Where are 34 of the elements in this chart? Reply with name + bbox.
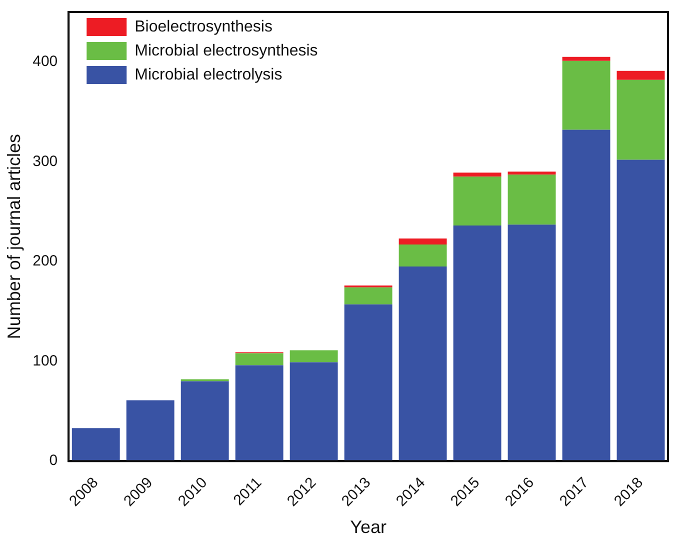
y-tick-label: 200 xyxy=(32,252,58,270)
legend-label: Microbial electrolysis xyxy=(134,66,282,84)
bar xyxy=(508,224,556,462)
bar xyxy=(344,304,392,462)
bar xyxy=(616,70,665,80)
bar xyxy=(180,381,229,462)
bar xyxy=(508,172,556,175)
bar xyxy=(398,238,447,245)
bar xyxy=(290,362,338,462)
bar xyxy=(290,350,338,362)
y-tick-label: 0 xyxy=(49,452,58,470)
bar xyxy=(616,80,665,160)
bar xyxy=(398,266,447,462)
bar xyxy=(453,172,502,177)
bar xyxy=(453,226,502,462)
y-axis-title: Number of journal articles xyxy=(4,134,24,340)
bar xyxy=(453,176,502,226)
bar xyxy=(562,60,610,130)
legend-label: Bioelectrosynthesis xyxy=(134,18,272,36)
x-axis-title: Year xyxy=(350,517,386,538)
y-tick-label: 300 xyxy=(32,152,58,170)
bar xyxy=(616,160,665,462)
bar xyxy=(126,400,174,462)
bar xyxy=(344,287,392,304)
bar xyxy=(235,353,284,366)
bar xyxy=(72,428,120,462)
bar xyxy=(562,56,610,61)
legend-label: Microbial electrosynthesis xyxy=(134,42,318,60)
bar xyxy=(508,174,556,225)
y-tick-label: 400 xyxy=(32,53,58,70)
bar xyxy=(562,130,610,462)
y-tick-label: 100 xyxy=(32,352,58,370)
bar xyxy=(235,365,284,462)
bar xyxy=(398,244,447,266)
